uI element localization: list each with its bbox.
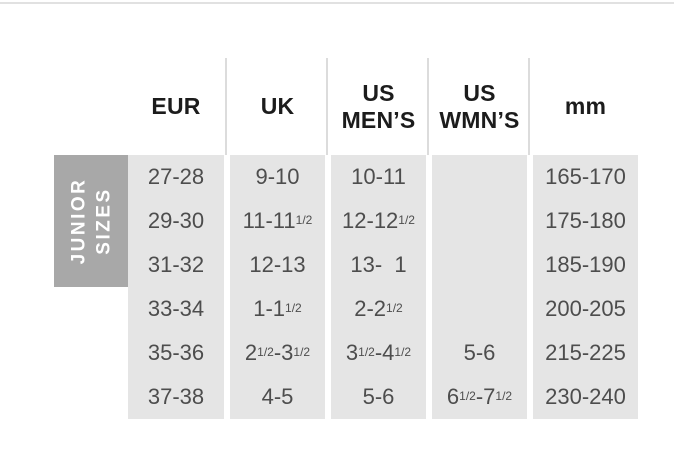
table-cell: 35-36	[128, 331, 224, 375]
table-cell: 3 1/2 -4 1/2	[331, 331, 426, 375]
junior-sizes-group-label: JUNIOR SIZES	[54, 155, 128, 287]
table-cell: 9-10	[230, 155, 325, 199]
table-cell	[432, 199, 527, 243]
group-label-spacer	[54, 58, 128, 155]
column-header: EUR	[128, 58, 224, 155]
table-cell: 215-225	[533, 331, 638, 375]
table-cell: 12-13	[230, 243, 325, 287]
table-cell: 33-34	[128, 287, 224, 331]
table-cell	[432, 243, 527, 287]
table-cell: 200-205	[533, 287, 638, 331]
column-header-line: UK	[260, 93, 295, 119]
header-column-separator	[225, 58, 227, 155]
column-header-line: US	[362, 79, 395, 106]
table-row: 37-38 4-5 5-6 6 1/2 -7 1/2 230-240	[54, 375, 638, 419]
table-row: 27-28 9-10 10-11 165-170	[54, 155, 638, 199]
header-column-separator	[326, 58, 328, 155]
table-cell: 5-6	[432, 331, 527, 375]
table-row: 35-36 2 1/2 -3 1/2 3 1/2 -4 1/2 5-6 215-225	[54, 331, 638, 375]
table-cell: 165-170	[533, 155, 638, 199]
table-cell: 29-30	[128, 199, 224, 243]
table-cell: 27-28	[128, 155, 224, 199]
table-cell: 230-240	[533, 375, 638, 419]
group-label-line: SIZES	[93, 187, 115, 255]
table-cell	[432, 287, 527, 331]
table-body: 27-28 9-10 10-11 165-170 29-30 11-11 1/2 12-12 1…	[54, 155, 638, 419]
table-cell: 2-2 1/2	[331, 287, 426, 331]
table-cell: 185-190	[533, 243, 638, 287]
column-header: mm	[533, 58, 638, 155]
table-cell: 5-6	[331, 375, 426, 419]
column-header: US MEN’S	[331, 58, 426, 155]
table-cell: 175-180	[533, 199, 638, 243]
header-row: EUR UK US MEN’S US WMN’S mm	[54, 58, 638, 155]
table-cell: 6 1/2 -7 1/2	[432, 375, 527, 419]
column-header-line: MEN’S	[341, 106, 416, 133]
table-cell: 10-11	[331, 155, 426, 199]
table-cell: 11-11 1/2	[230, 199, 325, 243]
table-cell: 12-12 1/2	[331, 199, 426, 243]
column-header: US WMN’S	[432, 58, 527, 155]
header-column-separator	[528, 58, 530, 155]
column-header: UK	[230, 58, 325, 155]
table-cell: 1-1 1/2	[230, 287, 325, 331]
header-column-separator	[427, 58, 429, 155]
table-cell: 31-32	[128, 243, 224, 287]
table-cell: 37-38	[128, 375, 224, 419]
column-header-line: EUR	[151, 93, 201, 119]
table-row: 31-32 12-13 13- 1 185-190	[54, 243, 638, 287]
column-header-line: US	[463, 79, 496, 106]
top-divider-rule	[0, 2, 674, 4]
junior-sizes-label-text: JUNIOR SIZES	[66, 178, 116, 265]
column-header-line: mm	[564, 93, 607, 119]
group-label-line: JUNIOR	[68, 177, 90, 265]
table-row: 29-30 11-11 1/2 12-12 1/2 175-180	[54, 199, 638, 243]
table-cell: 2 1/2 -3 1/2	[230, 331, 325, 375]
table-cell: 4-5	[230, 375, 325, 419]
table-row: 33-34 1-1 1/2 2-2 1/2 200-205	[54, 287, 638, 331]
table-cell: 13- 1	[331, 243, 426, 287]
size-chart-table: EUR UK US MEN’S US WMN’S mm 27-28 9-10 10-11 165-…	[54, 58, 638, 419]
table-cell	[432, 155, 527, 199]
column-header-line: WMN’S	[439, 106, 520, 133]
